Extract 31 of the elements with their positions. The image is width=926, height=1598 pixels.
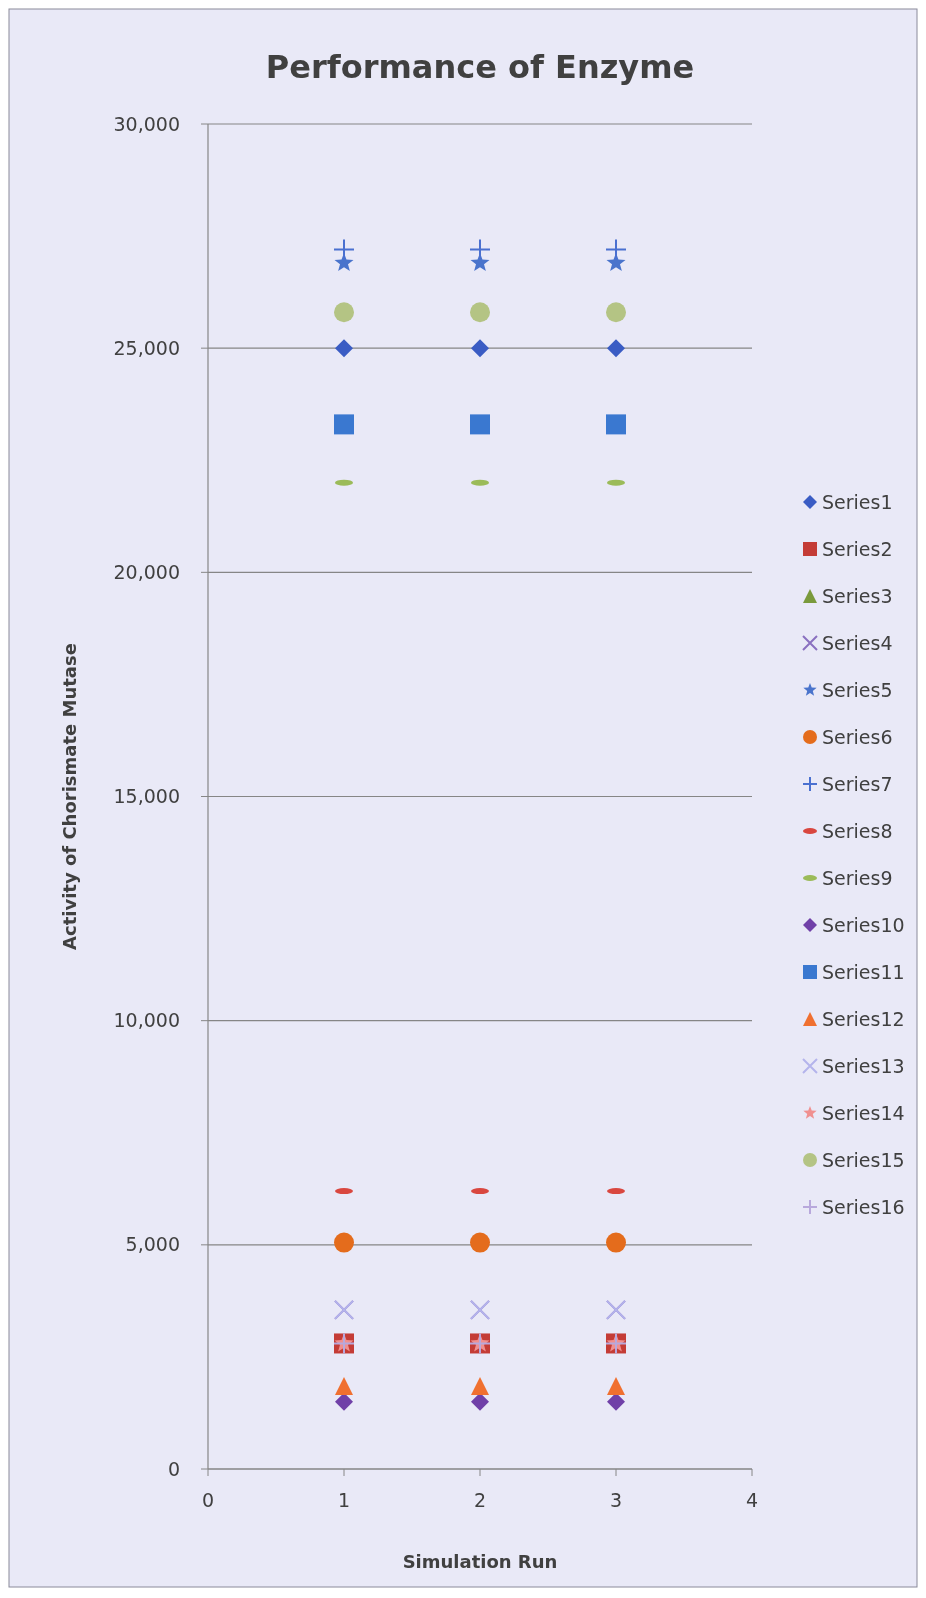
legend-label: Series11 [822,960,905,983]
legend-label: Series1 [822,490,893,513]
legend-label: Series10 [822,913,905,936]
x-tick-label: 1 [337,1489,351,1511]
legend-label: Series13 [822,1054,905,1077]
x-tick-label: 4 [745,1489,759,1511]
legend-label: Series12 [822,1007,905,1030]
legend-label: Series14 [822,1101,905,1124]
x-axis-title: Simulation Run [402,1551,558,1572]
legend-label: Series2 [822,537,893,560]
y-tick-label: 30,000 [113,112,180,135]
legend-label: Series6 [822,725,893,748]
x-tick-label: 0 [201,1489,215,1511]
legend-label: Series4 [822,631,893,654]
x-tick-label: 2 [473,1489,487,1511]
y-tick-label: 25,000 [113,336,180,359]
legend-label: Series15 [822,1148,905,1171]
legend-label: Series5 [822,678,893,701]
legend-label: Series8 [822,819,893,842]
y-axis-title: Activity of Chorismate Mutase [59,643,80,950]
y-tick-label: 15,000 [113,785,180,808]
chart-title: Performance of Enzyme [265,48,695,86]
legend-label: Series7 [822,772,893,795]
y-tick-label: 0 [167,1457,180,1480]
x-tick-label: 3 [609,1489,623,1511]
y-tick-label: 5,000 [125,1233,180,1256]
y-tick-label: 20,000 [113,560,180,583]
legend-label: Series3 [822,584,893,607]
y-tick-label: 10,000 [113,1009,180,1032]
legend-label: Series9 [822,866,893,889]
legend-label: Series16 [822,1195,905,1218]
